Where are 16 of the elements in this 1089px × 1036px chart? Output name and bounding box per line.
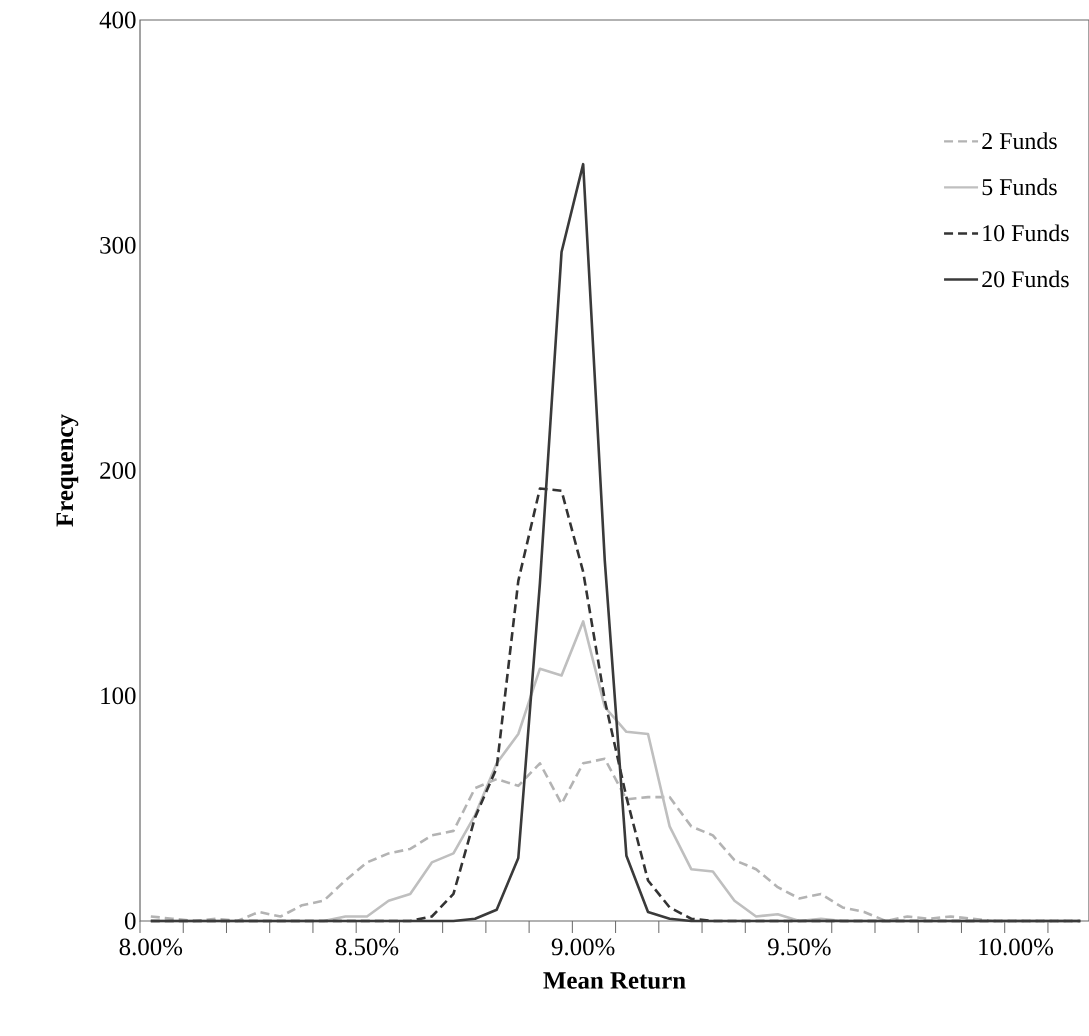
x-tick-label: 10.00% (979, 938, 1054, 956)
y-tick-label: 0 (124, 912, 136, 930)
y-tick-label: 100 (101, 687, 136, 705)
x-tick-label: 9.00% (551, 938, 615, 956)
y-tick-label: 200 (100, 462, 136, 479)
x-tick-label: 9.50% (767, 938, 831, 956)
legend-label: 10 Funds (983, 224, 1069, 242)
x-tick-label: 8.00% (119, 938, 183, 956)
legend-label: 20 Funds (982, 270, 1069, 288)
x-tick-label: 8.50% (335, 938, 399, 956)
y-axis-title: Frequency (56, 414, 79, 527)
x-axis-title: Mean Return (543, 972, 686, 989)
y-tick-label: 300 (100, 236, 136, 254)
y-tick-label: 400 (99, 11, 136, 29)
legend-label: 5 Funds (982, 178, 1057, 196)
legend-label: 2 Funds (982, 132, 1057, 150)
